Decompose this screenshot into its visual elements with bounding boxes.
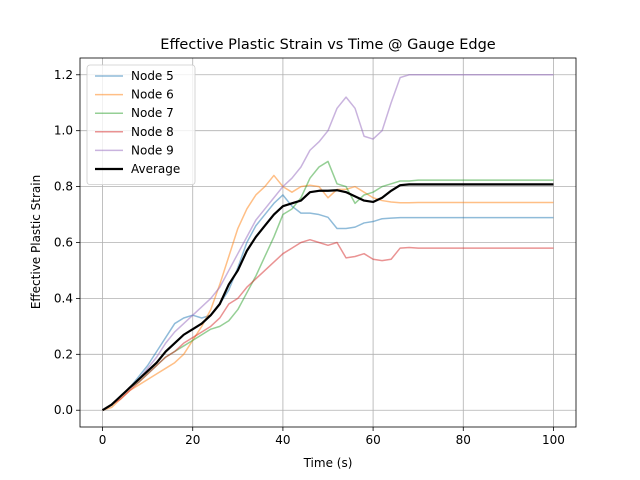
x-tick-label: 40 (275, 433, 290, 447)
legend-label-node-6: Node 6 (131, 88, 174, 102)
y-tick-label: 0.2 (54, 347, 73, 361)
x-tick-label: 20 (185, 433, 200, 447)
ticks: 0 20 40 60 80 100 0.0 0.2 0.4 0.6 0.8 1.0 1.2 (54, 68, 565, 447)
legend-label-node-7: Node 7 (131, 106, 174, 120)
legend-label-node-5: Node 5 (131, 69, 174, 83)
x-axis-label: Time (s) (303, 456, 353, 470)
x-tick-label: 60 (365, 433, 380, 447)
y-tick-label: 1.0 (54, 124, 73, 138)
series-layer (101, 74, 554, 412)
legend-label-average: Average (131, 162, 180, 176)
y-tick-label: 0.8 (54, 180, 73, 194)
chart-title: Effective Plastic Strain vs Time @ Gauge… (160, 37, 496, 53)
y-tick-label: 0.4 (54, 291, 73, 305)
legend: Node 5 Node 6 Node 7 Node 8 Node 9 Average (86, 64, 196, 185)
y-tick-label: 0.6 (54, 236, 73, 250)
series-line-node-6 (102, 174, 554, 411)
legend-label-node-8: Node 8 (131, 125, 174, 139)
series-line-node-5 (102, 194, 554, 411)
y-tick-label: 1.2 (54, 68, 73, 82)
y-tick-label: 0.0 (54, 403, 73, 417)
x-tick-label: 0 (99, 433, 107, 447)
series-line-average (101, 183, 554, 412)
legend-label-node-9: Node 9 (131, 143, 174, 157)
series-line-node-9 (102, 74, 554, 411)
x-tick-label: 80 (456, 433, 471, 447)
x-tick-label: 100 (542, 433, 565, 447)
y-axis-label: Effective Plastic Strain (29, 175, 43, 309)
series-line-node-8 (102, 238, 554, 411)
